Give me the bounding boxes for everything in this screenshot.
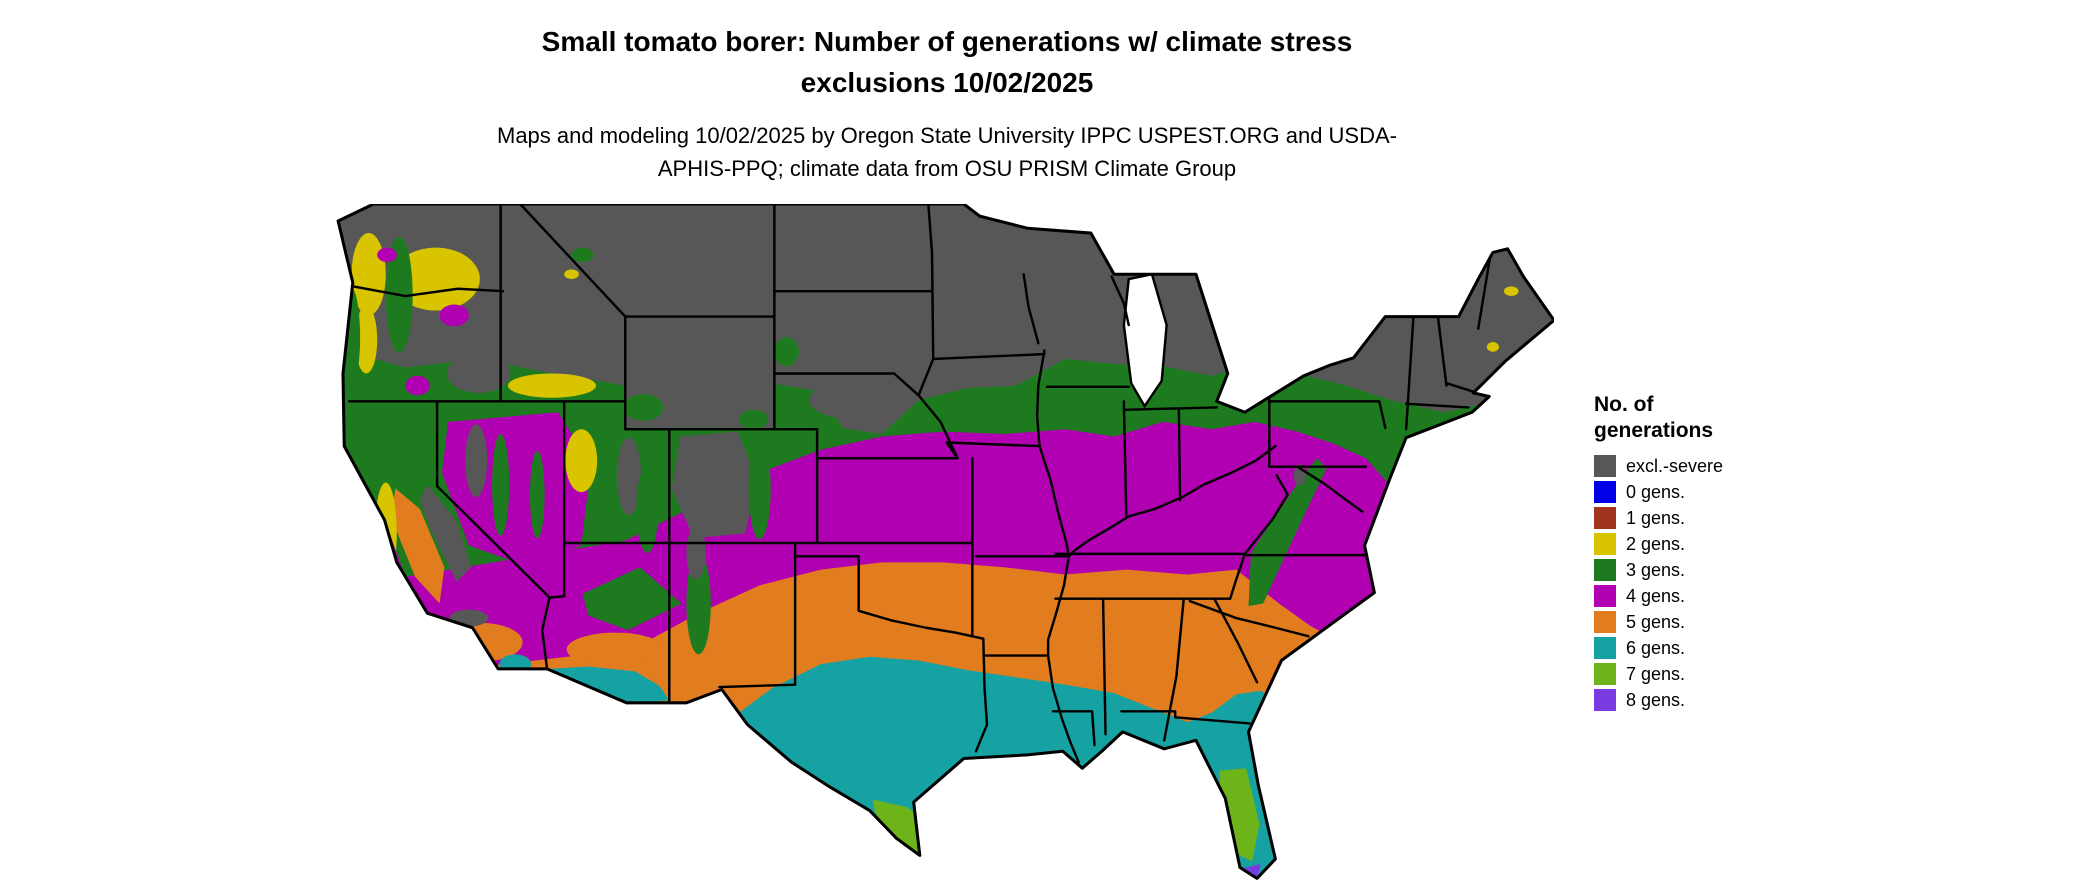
- patch-snakeplain-yellow: [507, 373, 596, 398]
- patch-nv-range-green-1: [492, 434, 510, 536]
- patch-imperial-teal: [499, 654, 532, 674]
- patch-s-az-orange: [566, 632, 665, 667]
- state-borders-west: [347, 204, 974, 705]
- patch-ca-coast-yellow: [374, 482, 397, 585]
- legend-item-label: 1 gens.: [1626, 507, 1686, 528]
- patch-sandhills-gray: [808, 380, 907, 420]
- patch-ut-desert-yellow: [565, 429, 598, 493]
- legend-item-label: 6 gens.: [1626, 637, 1686, 658]
- patch-nw-magenta: [377, 247, 397, 263]
- legend-item: excl.-severe: [1594, 454, 1814, 477]
- legend-swatch: [1594, 558, 1616, 581]
- patch-s-az-teal: [547, 666, 670, 703]
- patch-nv-gray: [465, 424, 488, 497]
- legend-item: 5 gens.: [1594, 610, 1814, 633]
- legend-item-label: 5 gens.: [1626, 611, 1686, 632]
- patch-nv-range-green-2: [529, 450, 545, 539]
- legend-swatch: [1594, 688, 1616, 711]
- legend-items: excl.-severe 0 gens. 1 gens. 2 gens. 3 gens.…: [1594, 454, 1814, 711]
- region-7-gens-florida: [1219, 768, 1260, 862]
- legend-swatch: [1594, 610, 1616, 633]
- legend-item: 6 gens.: [1594, 636, 1814, 659]
- legend-swatch: [1594, 662, 1616, 685]
- patch-frontrange-green: [748, 437, 771, 540]
- patch-appalachians-green: [1248, 458, 1327, 606]
- lake-michigan: [1122, 272, 1168, 409]
- patch-blackhills-green: [774, 337, 799, 367]
- state-borders-central: [773, 204, 1096, 764]
- legend-item-label: 8 gens.: [1626, 689, 1686, 710]
- legend-item: 0 gens.: [1594, 480, 1814, 503]
- legend-item: 7 gens.: [1594, 662, 1814, 685]
- legend-title: No. of generations: [1594, 393, 1714, 443]
- patch-puget-yellow: [351, 233, 386, 316]
- state-borders-east: [1243, 374, 1387, 557]
- legend: No. of generations excl.-severe 0 gens. 1 …: [1594, 392, 1814, 715]
- patch-transverse-gray: [449, 609, 489, 627]
- state-borders-midwest: [1045, 275, 1277, 558]
- patch-sw-wy-green: [624, 394, 664, 421]
- patch-nm-mtns-green: [686, 552, 711, 655]
- legend-swatch: [1594, 454, 1616, 477]
- page-title: Small tomato borer: Number of generation…: [541, 26, 1353, 98]
- patch-swor-magenta: [405, 375, 430, 396]
- legend-swatch: [1594, 584, 1616, 607]
- patch-sierra-gray: [419, 484, 472, 582]
- band-6-gens: [338, 656, 1554, 879]
- patch-central-valley-orange: [390, 488, 445, 604]
- header: Small tomato borer: Number of generation…: [147, 22, 1747, 185]
- legend-item: 3 gens.: [1594, 558, 1814, 581]
- state-borders: [347, 204, 1492, 764]
- legend-swatch: [1594, 480, 1616, 503]
- us-generations-map: [332, 204, 1554, 882]
- patch-sewa-magenta: [439, 304, 469, 327]
- legend-item-label: 4 gens.: [1626, 585, 1686, 606]
- legend-item-label: excl.-severe: [1626, 455, 1724, 476]
- legend-item: 2 gens.: [1594, 532, 1814, 555]
- patch-co-rockies-gray: [671, 431, 758, 539]
- patch-maine-coast-yellow-1: [1503, 286, 1519, 297]
- legend-item: 8 gens.: [1594, 688, 1814, 711]
- legend-item-label: 3 gens.: [1626, 559, 1686, 580]
- patch-mogollon-green: [582, 567, 682, 631]
- patch-mojave-magenta: [493, 582, 557, 625]
- patch-ut-plateau-green: [636, 465, 659, 553]
- map-fill-layers: [338, 204, 1554, 879]
- legend-item: 1 gens.: [1594, 506, 1814, 529]
- patch-wasatch-gray: [616, 437, 642, 516]
- legend-item-label: 2 gens.: [1626, 533, 1686, 554]
- state-borders-southeast: [1054, 552, 1310, 742]
- page-subtitle: Maps and modeling 10/02/2025 by Oregon S…: [497, 123, 1397, 182]
- patch-seor-gray: [446, 354, 511, 393]
- legend-item-label: 7 gens.: [1626, 663, 1686, 684]
- legend-swatch: [1594, 636, 1616, 659]
- patch-nm-gray: [686, 526, 706, 580]
- patch-maine-coast-yellow-2: [1486, 342, 1500, 352]
- state-borders-newengland: [1404, 253, 1492, 431]
- patch-se-wy-green: [738, 409, 769, 430]
- patch-mt-valley-green: [571, 247, 594, 263]
- map-svg: [336, 204, 1554, 880]
- legend-item-label: 0 gens.: [1626, 481, 1686, 502]
- patch-willamette-yellow: [355, 305, 378, 374]
- us-outline: [336, 204, 1554, 880]
- patch-mt-yellow: [564, 269, 579, 280]
- legend-swatch: [1594, 506, 1616, 529]
- legend-swatch: [1594, 532, 1616, 555]
- legend-item: 4 gens.: [1594, 584, 1814, 607]
